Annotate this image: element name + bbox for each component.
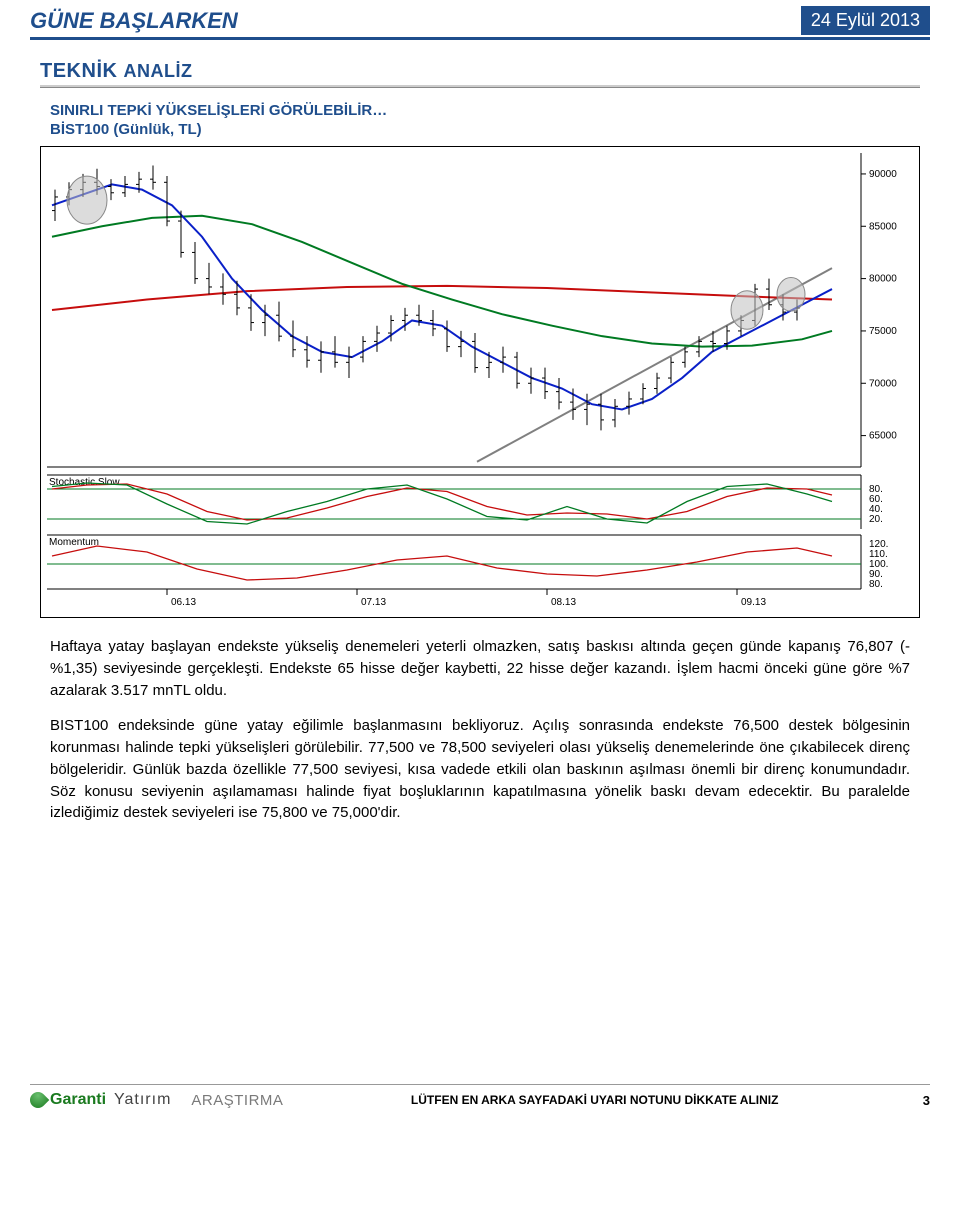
footer: Garanti Yatırım ARAŞTIRMA LÜTFEN EN ARKA… <box>0 1084 960 1125</box>
chart-heading: SINIRLI TEPKİ YÜKSELİŞLERİ GÖRÜLEBİLİR… <box>50 102 910 119</box>
svg-text:08.13: 08.13 <box>551 597 576 608</box>
svg-text:85000: 85000 <box>869 221 897 232</box>
svg-text:90.: 90. <box>869 569 883 580</box>
page-number: 3 <box>906 1093 930 1108</box>
body-paragraph-1: Haftaya yatay başlayan endekste yükseliş… <box>50 636 910 701</box>
svg-text:110.: 110. <box>869 549 888 560</box>
header-bar: GÜNE BAŞLARKEN 24 Eylül 2013 <box>30 0 930 40</box>
svg-text:80.: 80. <box>869 579 883 590</box>
svg-text:09.13: 09.13 <box>741 597 766 608</box>
svg-text:75000: 75000 <box>869 326 897 337</box>
section-underline <box>40 85 920 88</box>
svg-text:60.: 60. <box>869 494 883 505</box>
leaf-icon <box>27 1089 50 1112</box>
footer-note: LÜTFEN EN ARKA SAYFADAKİ UYARI NOTUNU Dİ… <box>293 1093 896 1107</box>
svg-text:70000: 70000 <box>869 378 897 389</box>
svg-text:40.: 40. <box>869 504 883 515</box>
svg-text:90000: 90000 <box>869 169 897 180</box>
footer-dept: ARAŞTIRMA <box>191 1092 283 1109</box>
logo: Garanti Yatırım <box>30 1091 171 1109</box>
svg-text:07.13: 07.13 <box>361 597 386 608</box>
footer-row: Garanti Yatırım ARAŞTIRMA LÜTFEN EN ARKA… <box>30 1091 930 1125</box>
chart-subtitle: BİST100 (Günlük, TL) <box>50 121 910 138</box>
svg-text:80000: 80000 <box>869 274 897 285</box>
svg-text:120.: 120. <box>869 539 888 550</box>
header-title: GÜNE BAŞLARKEN <box>30 8 238 34</box>
svg-text:06.13: 06.13 <box>171 597 196 608</box>
page: GÜNE BAŞLARKEN 24 Eylül 2013 TEKNİK ANAL… <box>0 0 960 1125</box>
header-date: 24 Eylül 2013 <box>801 6 930 35</box>
section-title-minor: ANALİZ <box>124 61 193 81</box>
svg-text:100.: 100. <box>869 559 888 570</box>
svg-text:Momentum: Momentum <box>49 537 99 548</box>
section-title: TEKNİK ANALİZ <box>40 60 920 83</box>
section-title-major: TEKNİK <box>40 60 117 82</box>
svg-text:80.: 80. <box>869 484 883 495</box>
body-paragraph-2: BIST100 endeksinde güne yatay eğilimle b… <box>50 715 910 824</box>
logo-sub: Yatırım <box>114 1091 171 1109</box>
chart-container: 650007000075000800008500090000Stochastic… <box>40 146 920 618</box>
logo-main: Garanti <box>50 1091 106 1109</box>
svg-text:65000: 65000 <box>869 431 897 442</box>
svg-text:20.: 20. <box>869 514 883 525</box>
price-chart: 650007000075000800008500090000Stochastic… <box>41 147 919 617</box>
footer-divider <box>30 1084 930 1085</box>
